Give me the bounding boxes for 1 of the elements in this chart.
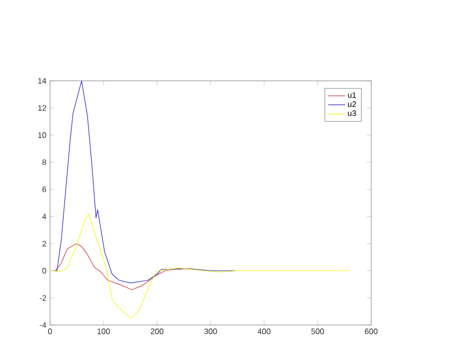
line-series xyxy=(50,213,350,319)
